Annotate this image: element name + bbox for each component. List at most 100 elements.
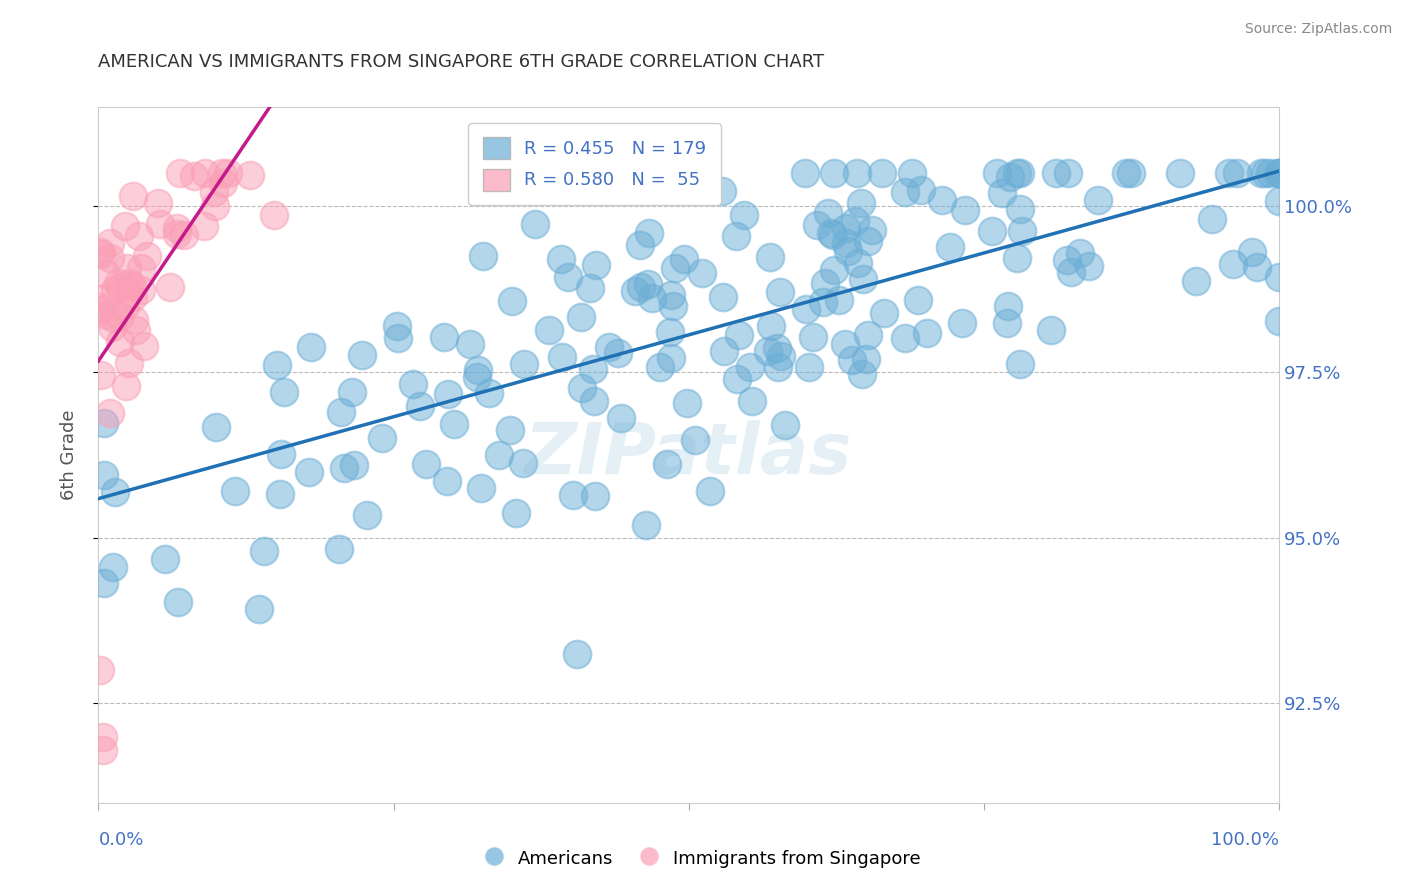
Point	[585, 258, 607, 272]
Point	[402, 377, 425, 392]
Point	[931, 193, 953, 207]
Point	[356, 508, 378, 523]
Point	[129, 261, 152, 276]
Point	[205, 419, 228, 434]
Point	[136, 249, 159, 263]
Point	[841, 352, 863, 367]
Point	[118, 277, 141, 291]
Point	[193, 219, 215, 234]
Point	[129, 284, 152, 298]
Point	[1005, 166, 1028, 180]
Point	[655, 457, 678, 471]
Point	[1222, 257, 1244, 271]
Point	[578, 281, 600, 295]
Point	[108, 334, 131, 349]
Point	[183, 169, 205, 183]
Point	[1087, 193, 1109, 207]
Point	[823, 228, 845, 243]
Point	[811, 295, 834, 310]
Point	[1246, 260, 1268, 275]
Point	[844, 213, 866, 227]
Point	[298, 465, 321, 479]
Point	[98, 406, 121, 420]
Point	[690, 266, 713, 280]
Point	[523, 217, 546, 231]
Point	[104, 284, 127, 298]
Point	[741, 394, 763, 409]
Point	[211, 166, 233, 180]
Point	[997, 299, 1019, 313]
Point	[488, 448, 510, 462]
Point	[583, 489, 606, 503]
Point	[768, 360, 790, 375]
Point	[893, 186, 915, 200]
Point	[856, 327, 879, 342]
Point	[1201, 212, 1223, 227]
Point	[733, 208, 755, 222]
Point	[166, 227, 188, 242]
Point	[537, 166, 560, 180]
Point	[409, 399, 432, 413]
Point	[910, 183, 932, 197]
Point	[87, 300, 110, 314]
Point	[711, 290, 734, 304]
Point	[224, 484, 246, 499]
Point	[538, 323, 561, 337]
Point	[211, 177, 233, 191]
Point	[91, 743, 114, 757]
Point	[343, 458, 366, 472]
Point	[659, 288, 682, 302]
Point	[436, 474, 458, 488]
Point	[561, 488, 583, 502]
Point	[115, 260, 138, 275]
Point	[149, 217, 172, 231]
Point	[598, 340, 620, 354]
Point	[1121, 166, 1143, 180]
Point	[110, 309, 132, 323]
Point	[870, 166, 893, 180]
Point	[793, 166, 815, 180]
Point	[118, 285, 141, 299]
Point	[89, 303, 111, 318]
Point	[247, 602, 270, 616]
Point	[121, 279, 143, 293]
Point	[169, 166, 191, 180]
Point	[433, 329, 456, 343]
Point	[98, 251, 121, 265]
Point	[675, 396, 697, 410]
Text: Source: ZipAtlas.com: Source: ZipAtlas.com	[1244, 22, 1392, 37]
Point	[505, 506, 527, 520]
Point	[634, 518, 657, 533]
Point	[1115, 166, 1137, 180]
Point	[1077, 259, 1099, 273]
Point	[512, 456, 534, 470]
Point	[513, 358, 536, 372]
Point	[801, 329, 824, 343]
Point	[991, 186, 1014, 201]
Point	[609, 411, 631, 425]
Point	[637, 277, 659, 292]
Point	[1059, 265, 1081, 279]
Point	[1226, 166, 1249, 180]
Point	[759, 319, 782, 334]
Point	[856, 234, 879, 248]
Point	[371, 431, 394, 445]
Point	[1268, 269, 1291, 284]
Point	[630, 280, 652, 294]
Point	[114, 379, 136, 393]
Point	[817, 206, 839, 220]
Point	[738, 359, 761, 374]
Point	[387, 331, 409, 345]
Point	[299, 340, 322, 354]
Point	[103, 311, 125, 326]
Point	[89, 663, 111, 677]
Point	[104, 484, 127, 499]
Point	[950, 316, 973, 330]
Point	[683, 433, 706, 447]
Point	[159, 280, 181, 294]
Point	[270, 447, 292, 461]
Point	[849, 196, 872, 211]
Point	[173, 227, 195, 242]
Point	[90, 246, 112, 260]
Point	[725, 229, 748, 244]
